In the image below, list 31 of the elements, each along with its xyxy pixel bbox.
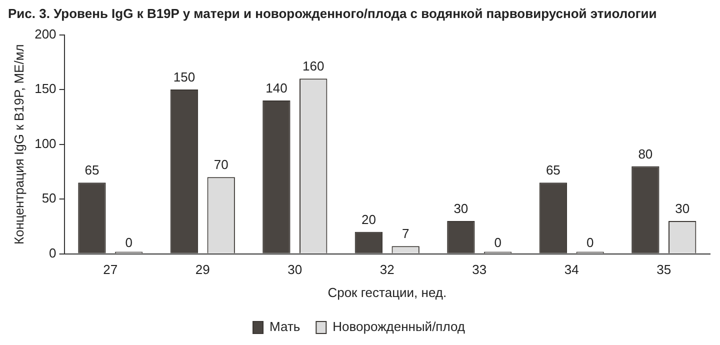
y-tick-label: 0 [49,245,56,260]
data-label: 0 [586,234,594,250]
x-tick-label: 29 [195,262,210,278]
y-tick-label: 100 [34,136,56,151]
data-label: 7 [402,226,410,242]
x-tick-label: 27 [103,262,118,278]
legend-label: Мать [270,319,300,334]
y-tick-label: 50 [42,190,56,206]
x-tick-label: 34 [564,262,579,278]
y-axis-title: Концентрация IgG к B19P, МЕ/мл [11,44,26,244]
chart-title: Рис. 3. Уровень IgG к B19P у матери и новорожденного/плода с водянкой парвовирусной этиологии [8,6,657,21]
data-label: 0 [494,234,502,250]
x-tick-label: 32 [380,262,394,278]
data-label: 150 [173,70,196,85]
data-label: 65 [84,162,100,178]
data-label: 0 [125,234,132,250]
x-tick-label: 35 [656,262,672,278]
data-label: 80 [638,146,653,162]
data-label: 30 [675,201,690,216]
data-label: 65 [546,162,560,178]
data-label: 20 [361,212,376,227]
legend-label: Новорожденный/плод [332,319,466,334]
data-label: 70 [214,157,228,172]
data-label: 30 [454,201,468,216]
data-label: 160 [302,58,324,74]
y-tick-label: 200 [34,26,56,42]
y-tick-label: 150 [34,81,56,96]
data-label: 140 [266,80,288,96]
x-axis-title: Срок гестации, нед. [328,284,447,300]
x-tick-label: 30 [288,262,302,278]
x-tick-label: 33 [472,262,487,278]
